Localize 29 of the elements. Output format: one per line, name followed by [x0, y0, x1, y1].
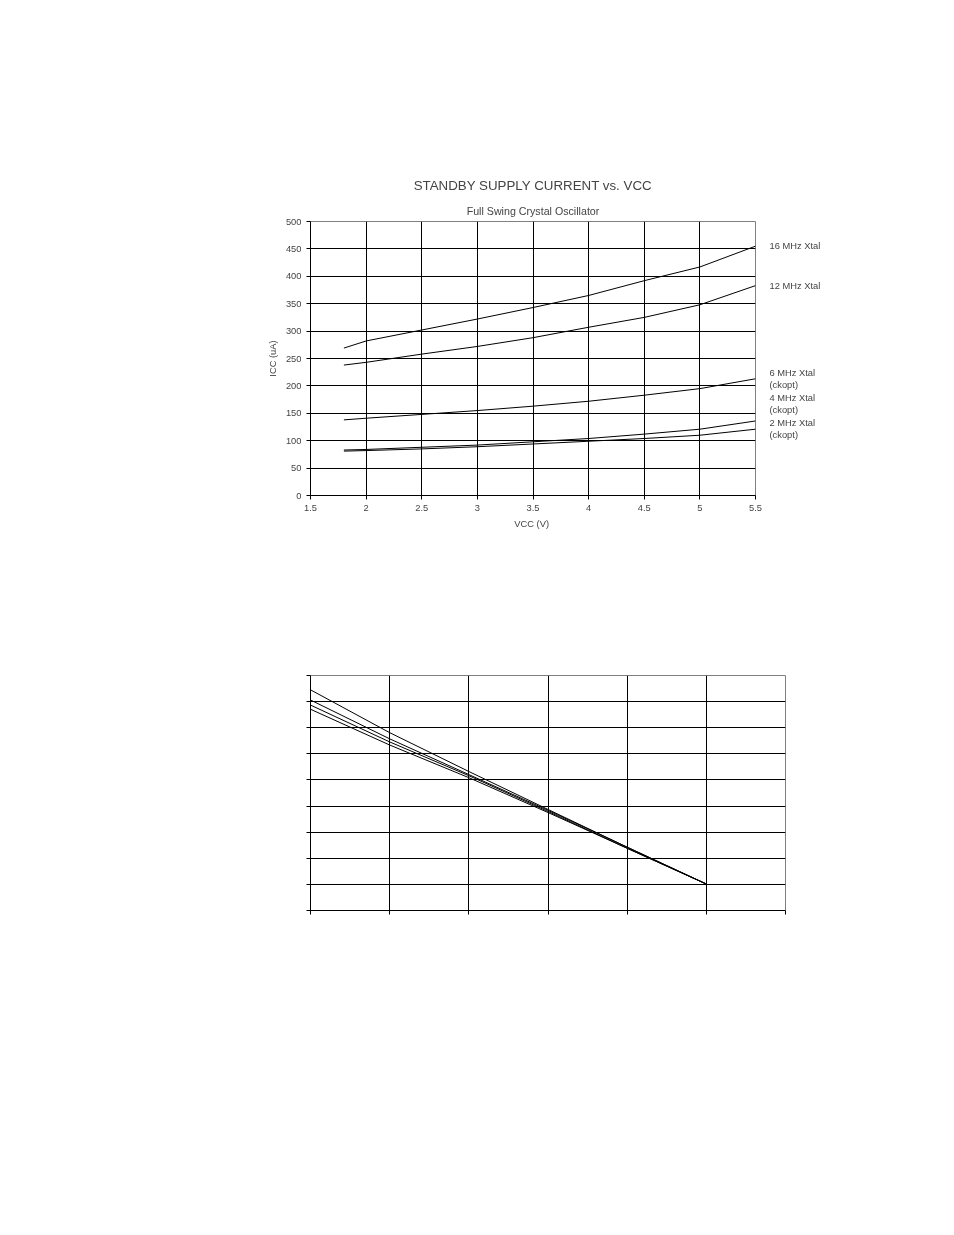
x-tick-label: 1.5: [304, 502, 317, 513]
x-tick-label: 2.5: [415, 502, 429, 513]
series-label: 16 MHz Xtal: [769, 241, 821, 252]
y-tick-label: 350: [285, 298, 302, 309]
y-tick-label: 150: [285, 408, 302, 419]
series-label: 2 MHz Xtal (ckopt): [769, 418, 816, 441]
y-tick-label: 500: [285, 216, 302, 227]
x-tick-label: 2: [363, 502, 369, 513]
y-tick-label: 250: [285, 353, 302, 364]
x-tick-label: 4.5: [637, 502, 651, 513]
x-tick-label: 5: [697, 502, 703, 513]
y-tick-label: 450: [285, 243, 302, 254]
x-tick-label: 3: [474, 502, 480, 513]
x-axis-title: VCC (V): [514, 518, 550, 529]
y-tick-label: 400: [285, 271, 302, 282]
series-label: 12 MHz Xtal: [769, 280, 821, 291]
y-tick-label: 200: [285, 380, 302, 391]
y-tick-label: 0: [296, 490, 302, 501]
y-axis-title: ICC (uA): [267, 340, 278, 377]
y-tick-label: 300: [285, 326, 302, 337]
chart-subtitle: Full Swing Crystal Oscillator: [466, 204, 600, 217]
x-tick-label: 3.5: [526, 502, 540, 513]
y-tick-label: 100: [285, 435, 302, 446]
chart-title: STANDBY SUPPLY CURRENT vs. VCC: [413, 177, 653, 193]
y-tick-label: 50: [291, 463, 302, 474]
x-tick-label: 5.5: [749, 502, 762, 513]
series-label: 4 MHz Xtal (ckopt): [769, 392, 816, 415]
series-label: 6 MHz Xtal (ckopt): [769, 367, 816, 390]
x-tick-label: 4: [586, 502, 592, 513]
